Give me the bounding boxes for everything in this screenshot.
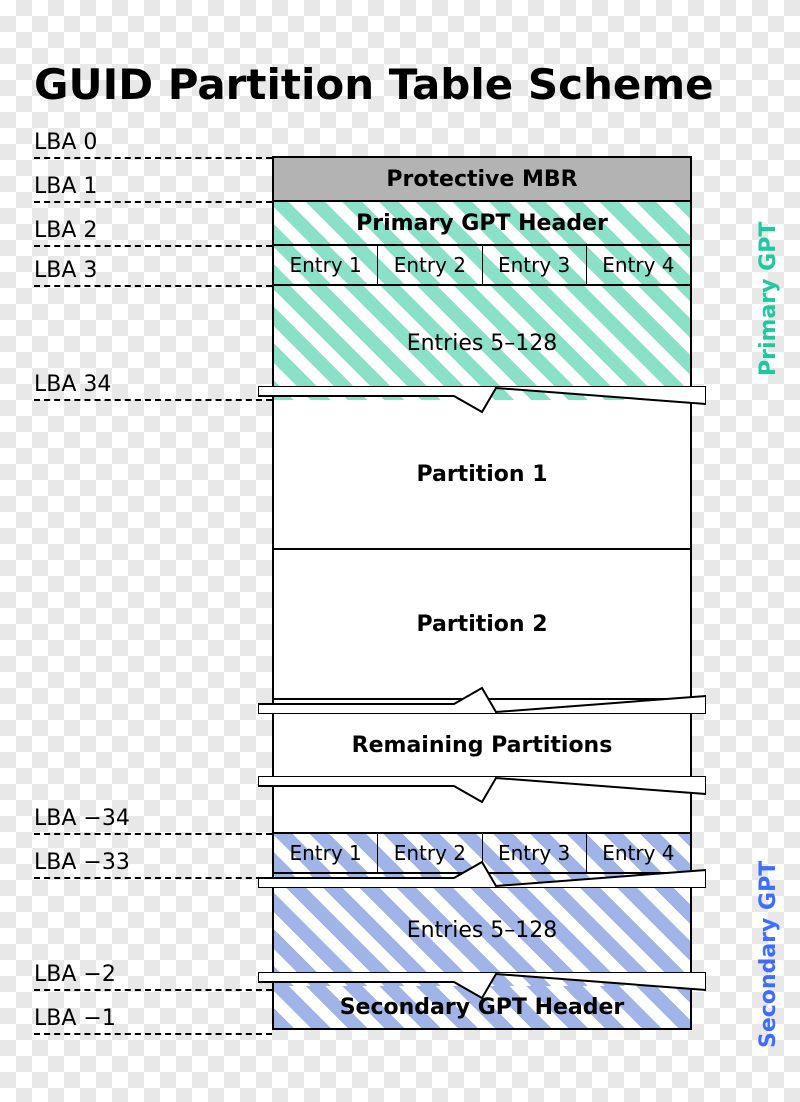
entry-cell: Entry 2 (378, 834, 482, 872)
block-part1: Partition 1 (274, 400, 690, 550)
entry-cell: Entry 4 (587, 834, 690, 872)
entry-cell: Entry 3 (483, 246, 587, 284)
entry-cell: Entry 1 (274, 834, 378, 872)
lba-label: LBA −2 (34, 962, 272, 991)
side-label: Secondary GPT (756, 832, 784, 1076)
block-remaining: Remaining Partitions (274, 700, 690, 790)
lba-label: LBA 3 (34, 258, 272, 287)
lba-label: LBA 34 (34, 372, 272, 401)
entry-cell: Entry 4 (587, 246, 690, 284)
block-sentries14: Entry 1Entry 2Entry 3Entry 4 (274, 834, 690, 874)
block-pentries14: Entry 1Entry 2Entry 3Entry 4 (274, 246, 690, 286)
block-pheader: Primary GPT Header (274, 202, 690, 246)
lba-label: LBA 0 (34, 130, 272, 159)
block-pentries5: Entries 5–128 (274, 286, 690, 400)
lba-label: LBA 1 (34, 174, 272, 203)
diagram-title: GUID Partition Table Scheme (34, 60, 714, 109)
lba-label: LBA −34 (34, 806, 272, 835)
block-part2: Partition 2 (274, 550, 690, 700)
lba-label: LBA 2 (34, 218, 272, 247)
lba-label: LBA −1 (34, 1006, 272, 1035)
block-sheader: Secondary GPT Header (274, 986, 690, 1030)
block-gap (274, 790, 690, 834)
block-sentries5: Entries 5–128 (274, 874, 690, 986)
block-mbr: Protective MBR (274, 158, 690, 202)
entry-cell: Entry 2 (378, 246, 482, 284)
lba-label: LBA −33 (34, 850, 272, 879)
entry-cell: Entry 3 (483, 834, 587, 872)
partition-stack: Protective MBRPrimary GPT HeaderEntry 1E… (272, 156, 692, 1030)
entry-cell: Entry 1 (274, 246, 378, 284)
side-label: Primary GPT (756, 200, 784, 398)
